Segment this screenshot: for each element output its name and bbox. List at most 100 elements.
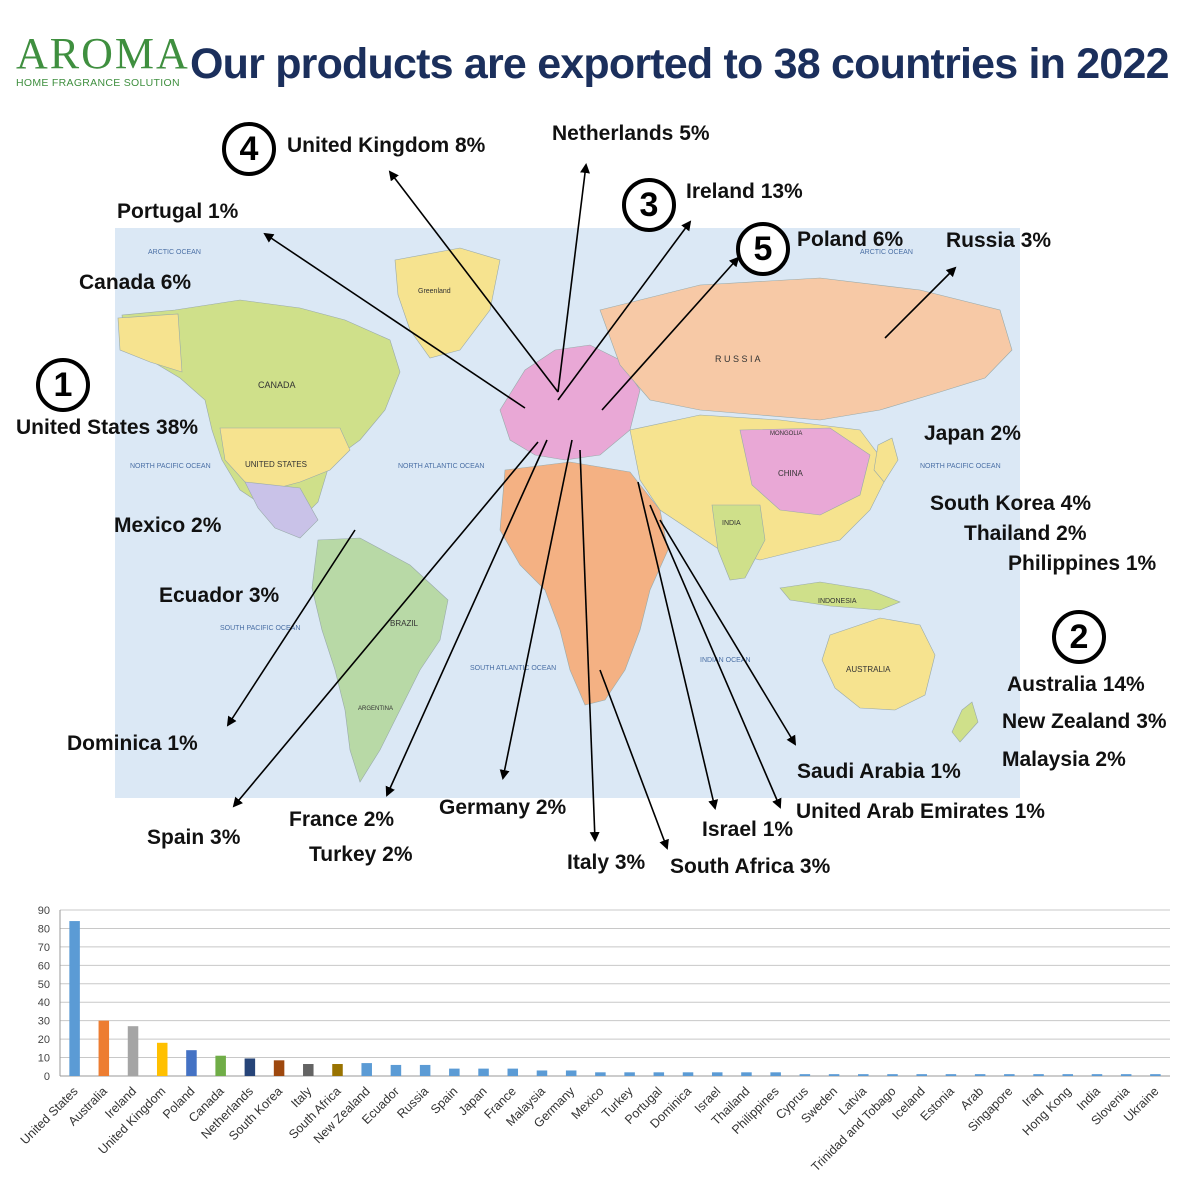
region-label-us: UNITED STATES bbox=[245, 460, 307, 469]
y-tick-label: 70 bbox=[38, 942, 50, 954]
label-france: France 2% bbox=[289, 808, 395, 831]
united-states-landmass bbox=[219, 427, 351, 491]
y-tick-label: 0 bbox=[44, 1071, 50, 1083]
rank-badge-3: 3 bbox=[622, 178, 676, 232]
arrow-netherlands bbox=[557, 163, 590, 393]
x-tick-label: Mexico bbox=[569, 1084, 607, 1122]
region-label-mongolia: MONGOLIA bbox=[770, 431, 802, 437]
y-tick-label: 10 bbox=[38, 1053, 50, 1065]
arrow-germany bbox=[499, 439, 573, 780]
bar-south-korea bbox=[273, 1060, 285, 1076]
ocean-label-south-pacific: SOUTH PACIFIC OCEAN bbox=[220, 625, 300, 632]
bar-japan bbox=[478, 1068, 489, 1076]
arrow-russia bbox=[884, 266, 957, 339]
bar-south-africa bbox=[332, 1064, 343, 1076]
label-malaysia: Malaysia 2% bbox=[1002, 748, 1126, 771]
arrow-israel bbox=[637, 481, 719, 810]
bar-united-states bbox=[69, 921, 80, 1076]
rank-badge-1: 1 bbox=[36, 358, 90, 412]
page-title: Our products are exported to 38 countrie… bbox=[190, 40, 1170, 88]
bar-singapore bbox=[1004, 1074, 1015, 1076]
mexico-landmass bbox=[244, 481, 319, 539]
bar-canada bbox=[215, 1055, 226, 1076]
rank-badge-5: 5 bbox=[736, 222, 790, 276]
australia-landmass bbox=[821, 617, 936, 711]
bar-hong-kong bbox=[1062, 1074, 1074, 1076]
region-label-china: CHINA bbox=[778, 469, 804, 478]
label-spain: Spain 3% bbox=[147, 826, 241, 849]
header: AROMA HOME FRAGRANCE SOLUTION Our produc… bbox=[0, 0, 1200, 110]
label-philippines: Philippines 1% bbox=[1008, 552, 1157, 575]
bar-cyprus bbox=[799, 1074, 811, 1076]
ocean-label-north-atlantic: NORTH ATLANTIC OCEAN bbox=[398, 463, 484, 470]
rank-badge-2: 2 bbox=[1052, 610, 1106, 664]
export-bar-chart: 0 10 20 30 40 50 60 70 80 90 United StatesAustral… bbox=[18, 905, 1170, 1174]
region-label-india: INDIA bbox=[722, 520, 741, 527]
label-australia: Australia 14% bbox=[1007, 673, 1145, 696]
south-america-landmass bbox=[311, 537, 449, 783]
label-south-africa: South Africa 3% bbox=[670, 855, 831, 878]
africa-landmass bbox=[499, 461, 669, 706]
label-germany: Germany 2% bbox=[439, 796, 567, 819]
chart-y-ticks: 0 10 20 30 40 50 60 70 80 90 bbox=[38, 905, 50, 1083]
ocean-label-indian: INDIAN OCEAN bbox=[700, 657, 751, 664]
bar-israel bbox=[711, 1072, 723, 1076]
region-label-russia: R U S S I A bbox=[715, 354, 761, 364]
region-label-canada: CANADA bbox=[258, 380, 296, 390]
bar-malaysia bbox=[536, 1070, 548, 1076]
arrow-italy bbox=[579, 449, 600, 842]
ocean-label-arctic-right: ARCTIC OCEAN bbox=[860, 249, 913, 256]
logo-subtitle: HOME FRAGRANCE SOLUTION bbox=[16, 77, 180, 89]
label-japan: Japan 2% bbox=[924, 422, 1021, 445]
bar-netherlands bbox=[244, 1058, 256, 1076]
region-label-greenland: Greenland bbox=[418, 288, 451, 295]
label-dominica: Dominica 1% bbox=[67, 732, 198, 755]
arrow-spain bbox=[232, 441, 539, 808]
label-south-korea: South Korea 4% bbox=[930, 492, 1092, 515]
bar-portugal bbox=[653, 1072, 665, 1076]
bar-new-zealand bbox=[361, 1063, 372, 1076]
bar-iraq bbox=[1033, 1074, 1044, 1076]
arrow-france bbox=[385, 439, 548, 797]
label-poland: Poland 6% bbox=[797, 228, 904, 251]
ocean-label-north-pacific-right: NORTH PACIFIC OCEAN bbox=[920, 463, 1001, 470]
y-tick-label: 30 bbox=[38, 1016, 50, 1028]
region-label-indonesia: INDONESIA bbox=[818, 598, 857, 605]
label-turkey: Turkey 2% bbox=[309, 843, 413, 866]
label-thailand: Thailand 2% bbox=[964, 522, 1087, 545]
y-tick-label: 60 bbox=[38, 960, 50, 972]
arrow-dominica bbox=[226, 529, 356, 727]
chart-bars bbox=[69, 921, 1161, 1076]
x-tick-label: Russia bbox=[394, 1084, 431, 1121]
bar-australia bbox=[98, 1020, 110, 1076]
label-russia: Russia 3% bbox=[946, 229, 1052, 252]
bar-thailand bbox=[741, 1072, 752, 1076]
x-tick-label: Iraq bbox=[1020, 1084, 1045, 1109]
china-landmass bbox=[739, 427, 871, 516]
bar-poland bbox=[186, 1050, 197, 1076]
rank-badge-4: 4 bbox=[222, 122, 276, 176]
ocean-label-arctic-left: ARCTIC OCEAN bbox=[148, 249, 201, 256]
label-uae: United Arab Emirates 1% bbox=[796, 800, 1045, 823]
ocean-label-north-pacific-left: NORTH PACIFIC OCEAN bbox=[130, 463, 211, 470]
label-united-states: United States 38% bbox=[16, 416, 199, 439]
label-italy: Italy 3% bbox=[567, 851, 646, 874]
europe-landmass bbox=[499, 344, 641, 461]
world-map-section: ARCTIC OCEAN ARCTIC OCEAN NORTH PACIFIC … bbox=[0, 110, 1200, 890]
leader-arrows bbox=[226, 163, 957, 850]
alaska-landmass bbox=[117, 313, 183, 373]
label-new-zealand: New Zealand 3% bbox=[1002, 710, 1167, 733]
arrow-saudi-arabia bbox=[659, 519, 797, 746]
bar-estonia bbox=[945, 1074, 957, 1076]
y-tick-label: 20 bbox=[38, 1034, 50, 1046]
logo: AROMA bbox=[16, 29, 190, 78]
bar-ecuador bbox=[390, 1064, 402, 1076]
label-israel: Israel 1% bbox=[702, 818, 794, 841]
japan-landmass bbox=[873, 437, 899, 483]
y-tick-label: 50 bbox=[38, 979, 50, 991]
label-ecuador: Ecuador 3% bbox=[159, 584, 280, 607]
bar-arab bbox=[974, 1074, 986, 1076]
x-tick-label: Spain bbox=[428, 1084, 461, 1117]
bar-sweden bbox=[828, 1074, 840, 1076]
region-label-argentina: ARGENTINA bbox=[358, 706, 393, 712]
